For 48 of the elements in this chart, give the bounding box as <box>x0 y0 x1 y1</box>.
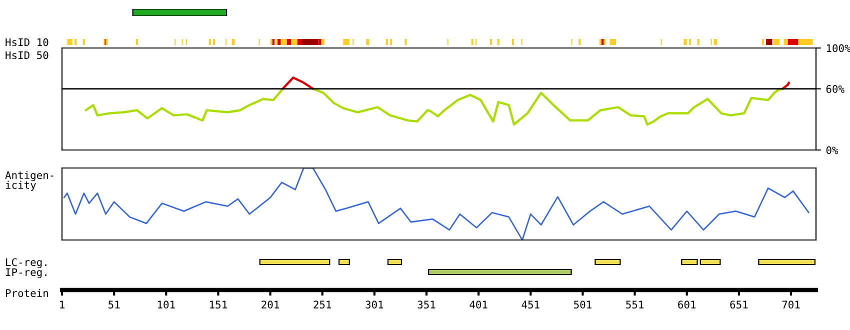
y-tick-label: HsID 10 <box>6 38 48 46</box>
x-tick-label: 201 <box>262 300 279 309</box>
bar <box>291 39 298 45</box>
x-tick-label: 551 <box>626 300 644 309</box>
bar <box>74 39 77 45</box>
x-tick-label: 501 <box>574 300 592 309</box>
bar <box>343 39 350 45</box>
x-tick-label: 601 <box>678 300 696 309</box>
x-tick-label: 351 <box>418 300 436 309</box>
bar <box>688 39 692 45</box>
x-tick-label: 51 <box>108 300 120 309</box>
bar <box>318 39 322 45</box>
x-tick-label: 251 <box>314 300 332 309</box>
y-axis-title: HsID 50 <box>6 51 48 60</box>
x-tick-label: 101 <box>158 300 175 309</box>
bar <box>67 39 72 45</box>
bar <box>684 39 687 45</box>
y-axis-title: Antigen- icity <box>5 171 54 191</box>
bar <box>601 39 604 45</box>
y-tick-label: IP-reg. <box>6 268 46 278</box>
bar <box>302 39 318 45</box>
bar <box>366 39 370 45</box>
bar <box>773 39 780 45</box>
y-tick-label: 0% <box>826 146 838 154</box>
bar <box>275 39 278 45</box>
bar <box>714 39 718 45</box>
bar <box>136 39 138 45</box>
x-tick-label: 301 <box>366 300 384 309</box>
x-tick-label: 651 <box>730 300 748 309</box>
x-axis-title: Protein <box>6 288 48 298</box>
x-tick-label: 1 <box>60 300 64 308</box>
bar <box>767 39 772 45</box>
y-tick-label: LC-reg. <box>6 258 46 268</box>
x-tick-label: 151 <box>210 300 227 309</box>
bar <box>280 39 287 45</box>
x-tick-label: 701 <box>782 300 800 309</box>
bar <box>297 39 302 45</box>
bar <box>798 39 813 45</box>
x-tick-label: 451 <box>522 300 540 309</box>
y-tick-label: 60% <box>826 85 844 93</box>
bar <box>788 39 798 45</box>
x-tick-label: 401 <box>470 300 488 309</box>
bar <box>278 39 281 45</box>
bar <box>321 39 324 45</box>
bar <box>610 39 616 45</box>
bar <box>784 39 788 45</box>
bar <box>232 39 235 45</box>
bar <box>286 39 292 45</box>
